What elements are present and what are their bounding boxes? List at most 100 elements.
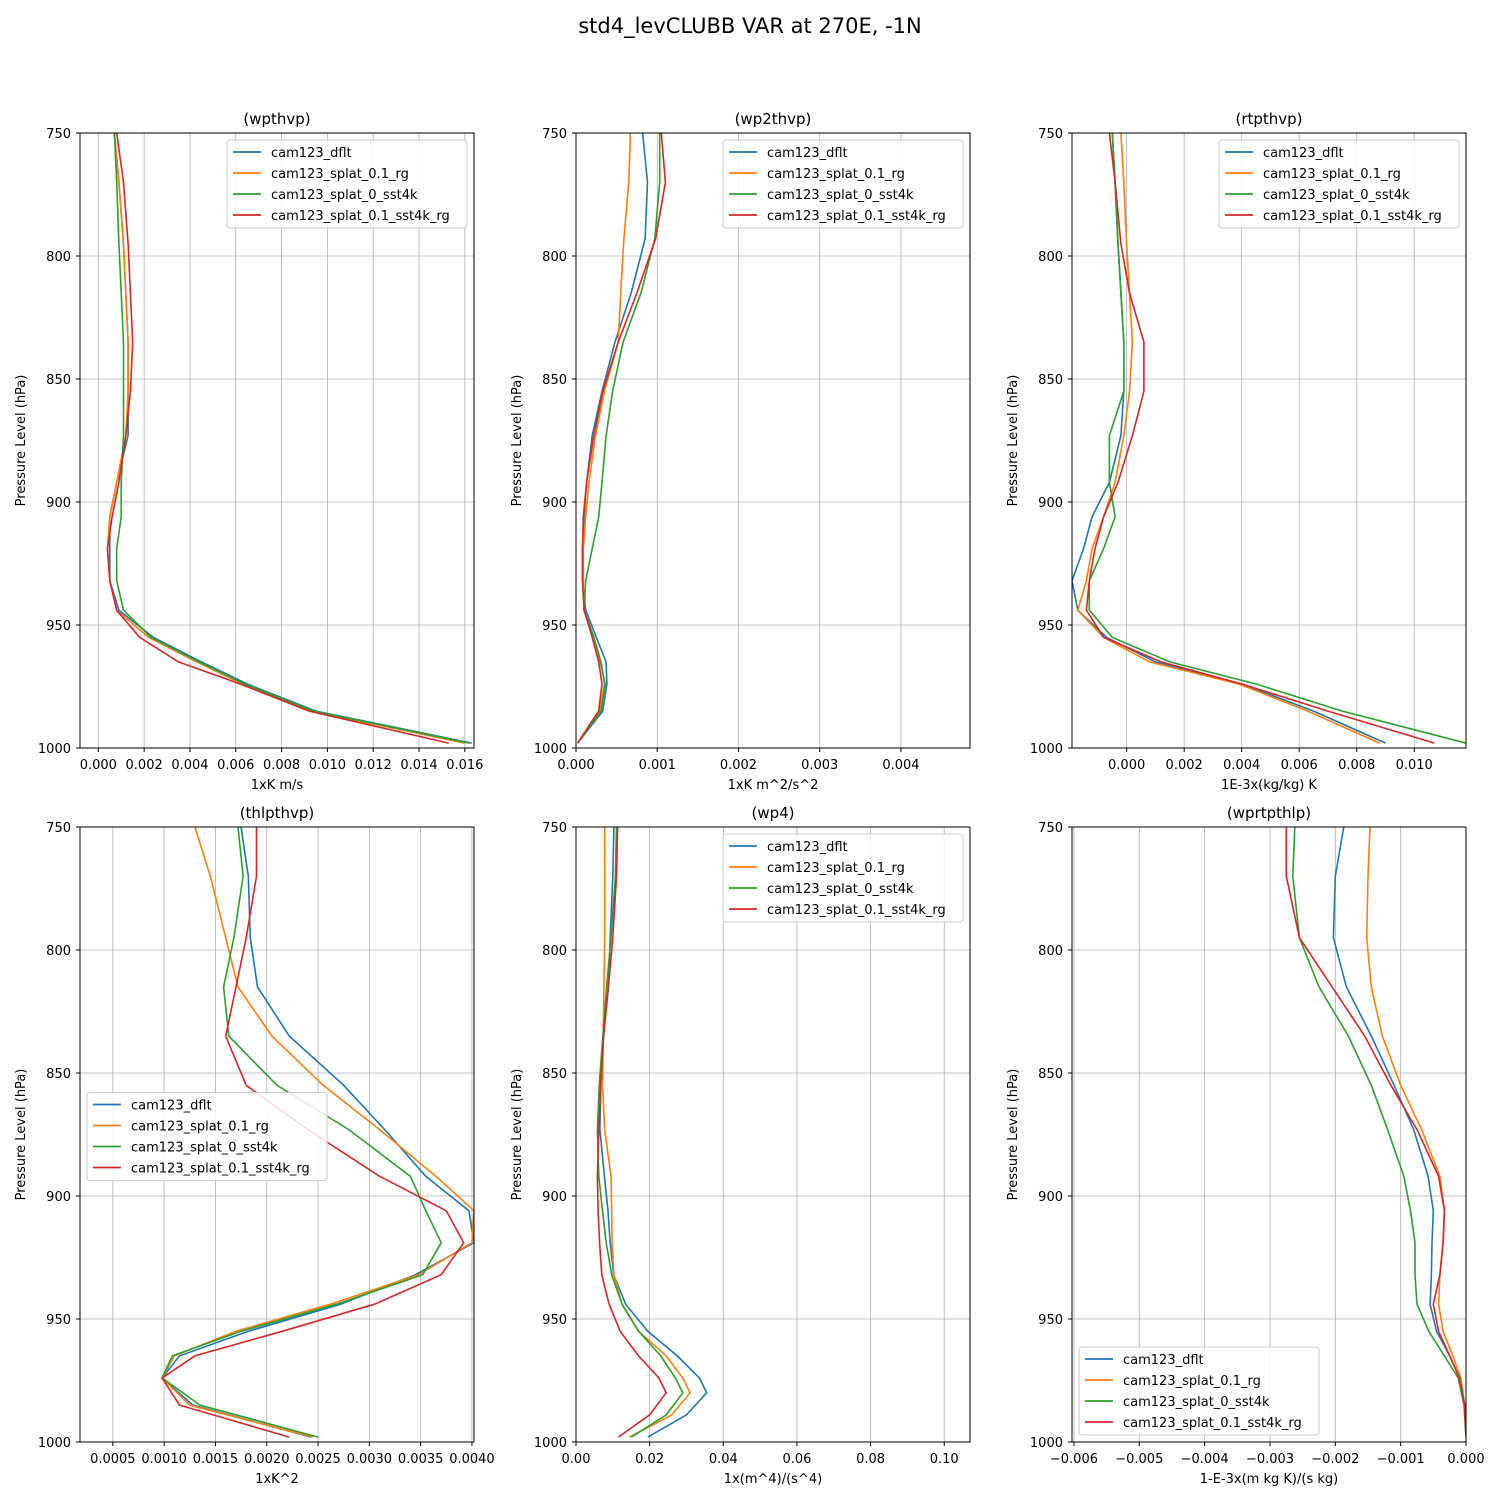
y-tick-label: 900 [542,1190,567,1205]
series-line-cam123-splat-0-1-rg [576,133,632,744]
x-axis-label: 1xK m^2/s^2 [728,778,819,793]
x-axis-label: 1x(m^4)/(s^4) [724,1472,822,1487]
y-tick-label: 950 [46,1313,71,1328]
y-tick-label: 800 [46,944,71,959]
x-tick-label: 0.0020 [244,1452,290,1467]
y-tick-label: 1000 [1030,1436,1063,1451]
x-tick-label: −0.006 [1050,1452,1098,1467]
legend-label: cam123_splat_0.1_sst4k_rg [1123,1416,1302,1431]
y-tick-label: 1000 [534,1436,567,1451]
x-tick-label: 0.0015 [193,1452,239,1467]
y-axis-label: Pressure Level (hPa) [510,1069,525,1201]
y-tick-label: 900 [542,496,567,511]
x-tick-label: 0.00 [562,1452,591,1467]
y-tick-label: 800 [1038,944,1063,959]
chart-panel-3: 0.000 0.002 0.004 0.006 0.008 0.010 750 800 850 9… [1006,110,1467,793]
series-line-cam123-dflt [599,827,708,1438]
axes-frame [1071,132,1467,749]
x-axis-label: 1E-3x(kg/kg) K [1221,778,1317,793]
series-line-cam123-splat-0-sst4k [1291,827,1466,1438]
legend-label: cam123_splat_0.1_rg [767,167,905,182]
y-tick-label: 950 [1038,1313,1063,1328]
legend: cam123_dflt cam123_splat_0.1_rg cam123_spl… [722,139,964,229]
x-tick-label: 0.000 [80,758,117,773]
legend-label: cam123_splat_0_sst4k [767,882,914,897]
series-line-cam123-splat-0-sst4k [161,827,443,1438]
y-tick-label: 800 [1038,250,1063,265]
y-tick-label: 950 [1038,619,1063,634]
y-tick-label: 1000 [38,1436,71,1451]
x-tick-label: 0.010 [309,758,346,773]
y-tick-label: 850 [1038,1067,1063,1082]
x-tick-label: −0.004 [1181,1452,1229,1467]
legend-label: cam123_dflt [767,146,848,161]
legend-label: cam123_splat_0.1_rg [1123,1374,1261,1389]
x-tick-label: 0.0005 [90,1452,136,1467]
x-tick-label: 0.008 [263,758,300,773]
x-tick-label: 0.004 [171,758,208,773]
x-tick-label: 0.0010 [141,1452,187,1467]
x-tick-label: 0.02 [635,1452,664,1467]
y-tick-label: 750 [542,821,567,836]
legend-box [722,833,964,923]
x-tick-label: 0.000 [557,758,594,773]
series-line-cam123-splat-0-sst4k [576,133,661,744]
legend-box [86,1092,328,1181]
x-tick-label: 0.016 [446,758,483,773]
x-tick-label: 0.003 [801,758,838,773]
series-line-cam123-dflt [1332,827,1466,1438]
y-tick-label: 950 [46,619,71,634]
x-tick-label: 0.006 [217,758,254,773]
x-tick-label: 0.006 [1281,758,1318,773]
y-tick-label: 850 [1038,373,1063,388]
y-tick-label: 950 [542,1313,567,1328]
y-tick-label: 750 [542,127,567,142]
y-tick-label: 1000 [38,742,71,757]
y-axis-label: Pressure Level (hPa) [14,1069,29,1201]
chart-panel-5: 0.00 0.02 0.04 0.06 0.08 0.10 750 800 850 900 950 1… [510,804,971,1487]
legend-label: cam123_splat_0_sst4k [271,188,418,203]
series-line-cam123-splat-0-sst4k [1088,133,1466,744]
x-tick-label: 0.002 [1166,758,1203,773]
legend-label: cam123_splat_0_sst4k [131,1141,278,1156]
legend-label: cam123_splat_0_sst4k [1123,1395,1270,1410]
series-line-cam123-splat-0-1-sst4k-rg [576,133,667,744]
legend-label: cam123_splat_0.1_sst4k_rg [131,1162,310,1177]
legend-label: cam123_splat_0.1_sst4k_rg [1263,209,1442,224]
legend-label: cam123_splat_0.1_rg [131,1120,269,1135]
y-tick-label: 800 [542,944,567,959]
y-tick-label: 750 [46,127,71,142]
legend-label: cam123_splat_0_sst4k [767,188,914,203]
x-axis-label: 1-E-3x(m kg K)/(s kg) [1200,1472,1338,1487]
y-tick-label: 850 [46,1067,71,1082]
legend-label: cam123_splat_0.1_rg [271,167,409,182]
legend-label: cam123_dflt [131,1099,212,1114]
panel-title: (wpthvp) [243,110,310,128]
series-line-cam123-splat-0-1-sst4k-rg [161,827,465,1438]
x-tick-label: −0.005 [1115,1452,1163,1467]
legend-label: cam123_splat_0.1_sst4k_rg [767,209,946,224]
x-tick-label: 0.014 [400,758,437,773]
series-line-cam123-splat-0-sst4k [596,827,684,1438]
x-tick-label: 0.04 [709,1452,738,1467]
y-tick-label: 750 [1038,821,1063,836]
y-tick-label: 750 [46,821,71,836]
y-tick-label: 900 [46,496,71,511]
series-line-cam123-splat-0-1-rg [1365,827,1466,1438]
x-tick-label: −0.003 [1246,1452,1294,1467]
axes-frame [575,132,971,749]
legend-label: cam123_splat_0_sst4k [1263,188,1410,203]
legend: cam123_dflt cam123_splat_0.1_rg cam123_spl… [1218,139,1460,229]
axes-frame [79,132,475,749]
y-tick-label: 850 [542,1067,567,1082]
y-axis-label: Pressure Level (hPa) [1006,1069,1021,1201]
legend-label: cam123_dflt [271,146,352,161]
x-tick-label: −0.002 [1311,1452,1359,1467]
series-line-cam123-splat-0-1-rg [161,827,474,1438]
series-line-cam123-splat-0-sst4k [113,133,470,744]
y-tick-label: 1000 [1030,742,1063,757]
x-tick-label: 0.010 [1396,758,1433,773]
y-tick-label: 750 [1038,127,1063,142]
legend-box [1078,1346,1320,1436]
